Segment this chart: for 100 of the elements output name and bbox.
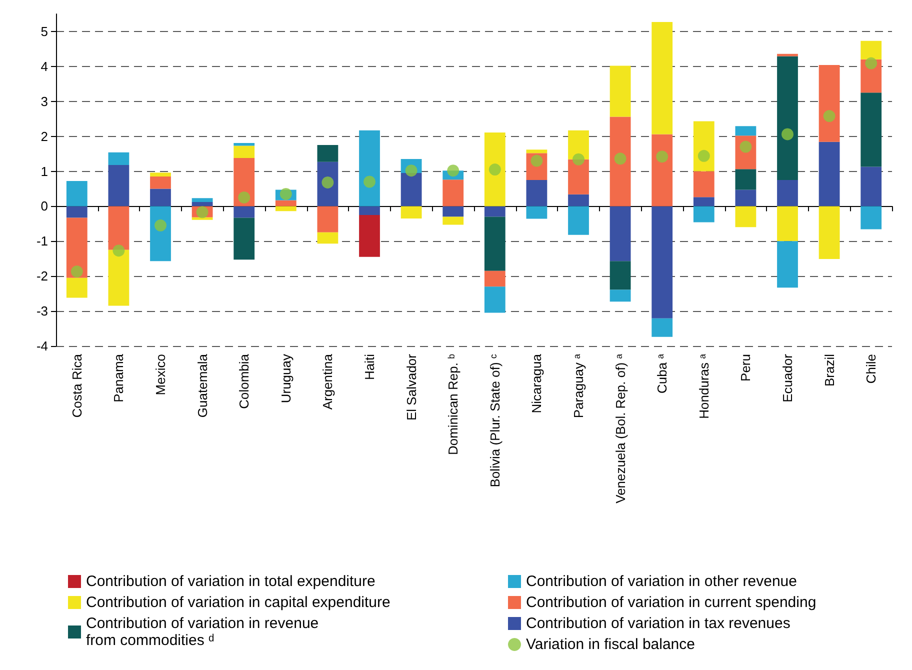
point <box>572 153 584 166</box>
bar <box>359 206 380 215</box>
bar <box>652 318 673 337</box>
point <box>614 152 626 165</box>
bar <box>777 56 798 180</box>
point <box>196 206 208 218</box>
bar <box>275 200 296 206</box>
bar <box>526 206 548 219</box>
bar <box>652 206 673 318</box>
bar <box>860 166 882 206</box>
bar <box>108 206 130 250</box>
bar <box>442 206 464 217</box>
point <box>656 150 668 163</box>
bar <box>317 206 338 232</box>
bar <box>234 142 255 146</box>
bar <box>777 180 798 206</box>
point <box>865 57 878 70</box>
bar <box>66 218 88 278</box>
legend-label: Contribution of variation in total expenditure <box>86 573 376 590</box>
bar <box>66 206 88 218</box>
bar <box>108 164 130 206</box>
x-tick-label: Bolivia (Plur. State of) ᶜ <box>487 354 502 488</box>
bar <box>610 261 631 290</box>
bar <box>777 241 798 288</box>
bar <box>568 159 589 194</box>
bar <box>568 130 589 160</box>
bar <box>484 270 506 287</box>
x-tick-label: Haiti <box>362 354 377 380</box>
y-tick-label: 2 <box>40 128 48 144</box>
bar <box>860 40 882 60</box>
x-tick-label: Brazil <box>822 354 837 387</box>
x-tick-label: Ecuador <box>780 353 795 402</box>
y-tick-label: 5 <box>40 24 48 39</box>
bar <box>484 206 506 217</box>
legend-label: Contribution of variation in revenue from commodities ᵈ <box>86 615 319 649</box>
bar <box>442 216 464 225</box>
x-tick-label: Uruguay <box>278 354 294 404</box>
bar <box>150 172 171 177</box>
y-tick-label: 0 <box>40 198 48 214</box>
bar <box>150 176 171 189</box>
x-tick-label: Venezuela (Bol. Rep. of) ᵃ <box>612 354 628 504</box>
bar <box>66 181 88 206</box>
legend-label: Contribution of variation in capital expenditure <box>86 594 390 611</box>
bar <box>234 206 255 218</box>
bar <box>484 286 506 313</box>
y-tick-label: -3 <box>36 304 48 319</box>
bar <box>108 152 130 165</box>
bar <box>359 214 380 257</box>
bar <box>818 142 840 206</box>
bar <box>652 22 673 134</box>
bar <box>484 132 506 206</box>
point <box>823 110 836 122</box>
legend-label: Contribution of variation in tax revenues <box>526 615 790 632</box>
bar <box>735 206 756 228</box>
y-tick-label: 3 <box>40 94 48 109</box>
bar <box>777 54 798 56</box>
bar <box>568 194 589 206</box>
bar <box>818 206 840 259</box>
x-tick-label: Mexico <box>153 354 168 396</box>
bar <box>192 217 213 220</box>
bar <box>568 206 589 235</box>
bar <box>275 206 296 212</box>
y-tick-label: -2 <box>36 268 48 284</box>
bar <box>610 290 631 302</box>
bar <box>818 65 840 142</box>
legend-label: Contribution of variation in other revenue <box>526 573 797 590</box>
bar <box>150 188 171 206</box>
bar <box>150 206 171 262</box>
y-tick-label: -4 <box>36 338 48 354</box>
x-tick-label: El Salvador <box>404 353 419 420</box>
x-tick-label: Honduras ᵃ <box>696 354 712 419</box>
point <box>488 164 501 176</box>
y-tick-label: -1 <box>36 234 48 249</box>
bar <box>610 206 631 262</box>
x-tick-label: Colombia <box>236 353 252 409</box>
x-tick-label: Argentina <box>320 353 336 410</box>
bar <box>108 250 130 306</box>
bar <box>442 180 464 206</box>
bar <box>860 206 882 230</box>
bar <box>735 169 756 190</box>
y-tick-label: 4 <box>40 58 48 74</box>
bar <box>400 206 422 218</box>
bar <box>317 232 338 244</box>
bar <box>693 197 714 206</box>
bar <box>317 145 338 162</box>
bar <box>693 171 714 198</box>
x-tick-label: Peru <box>738 354 754 382</box>
bar <box>652 134 673 206</box>
bar <box>735 190 756 206</box>
point <box>698 150 710 162</box>
bar <box>610 116 631 206</box>
bar <box>610 66 631 117</box>
x-tick-label: Cuba ᵃ <box>654 354 670 394</box>
bar <box>693 206 714 222</box>
x-tick-label: Paraguay ᵃ <box>571 354 586 418</box>
bar <box>192 198 213 202</box>
legend-label: Variation in fiscal balance <box>526 636 695 653</box>
bar <box>860 92 882 167</box>
point <box>112 244 125 257</box>
bar <box>400 173 422 206</box>
